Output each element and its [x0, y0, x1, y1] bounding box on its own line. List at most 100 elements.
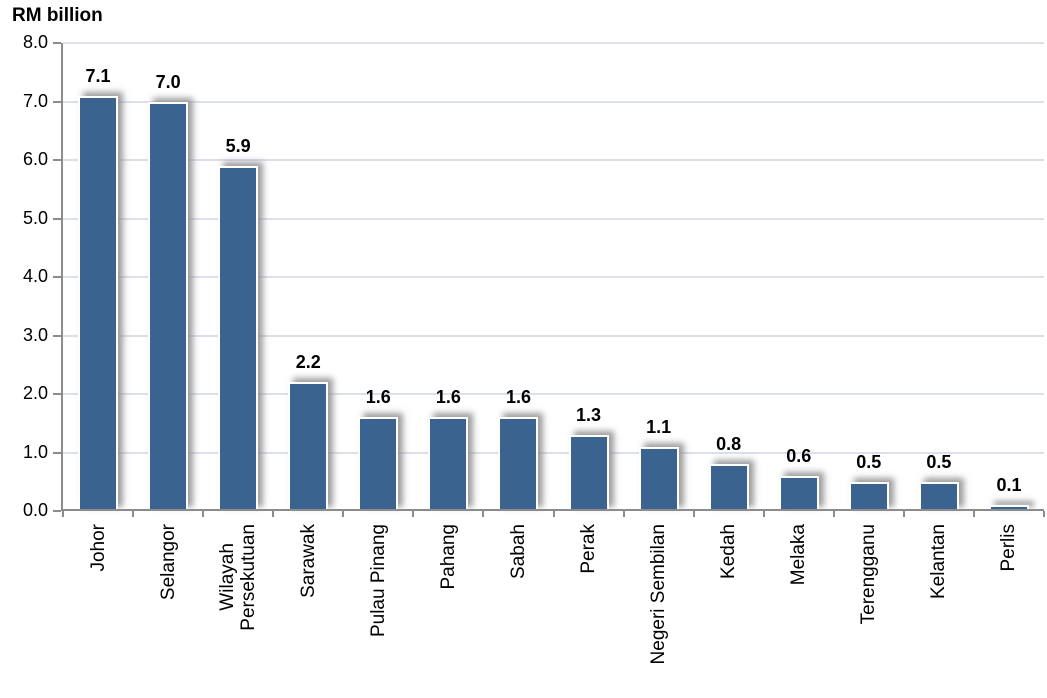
category-label-slot: Negeri Sembilan: [624, 524, 694, 664]
bar-value-label: 1.6: [365, 387, 391, 408]
gridline: [63, 217, 1044, 220]
category-label: Sabah: [507, 524, 529, 579]
bar: [778, 475, 819, 511]
bar: [78, 95, 119, 511]
category-label: Kelantan: [928, 524, 950, 600]
category-label: Wilayah Persekutuan: [217, 524, 260, 631]
gridline: [63, 276, 1044, 278]
category-label: Perlis: [998, 524, 1020, 572]
category-label-slot: Sabah: [483, 524, 553, 579]
x-axis-tick: [342, 511, 345, 517]
x-axis-tick: [902, 511, 905, 517]
category-label-slot: Kelantan: [904, 524, 974, 599]
x-axis-tick: [202, 511, 205, 517]
category-label: Sarawak: [297, 524, 319, 598]
bar-value-label: 7.1: [85, 65, 111, 86]
y-axis-tick: [53, 451, 61, 454]
y-axis-tick: [53, 510, 61, 512]
chart-title: RM billion: [12, 5, 103, 26]
category-label-slot: Wilayah Persekutuan: [203, 524, 273, 631]
y-tick-label: 0.0: [22, 500, 48, 520]
y-tick-label: 3.0: [22, 324, 48, 345]
category-label: Pahang: [437, 524, 459, 590]
bar-value-label: 1.6: [505, 387, 531, 408]
y-tick-label: 8.0: [22, 32, 48, 52]
y-axis-line: [61, 43, 63, 511]
y-axis-tick: [53, 100, 61, 103]
bar-value-label: 0.1: [996, 475, 1022, 496]
bar: [568, 434, 609, 511]
bar-value-label: 0.5: [856, 451, 882, 472]
y-axis-tick: [53, 217, 61, 220]
x-axis-tick: [622, 511, 625, 517]
y-tick-label: 5.0: [22, 207, 48, 228]
category-label-slot: Perlis: [974, 524, 1044, 572]
bar: [848, 481, 889, 511]
bar-value-label: 2.2: [295, 352, 321, 373]
gridline: [63, 334, 1044, 337]
y-tick-label: 7.0: [22, 90, 48, 111]
category-label: Negeri Sembilan: [648, 524, 670, 665]
category-label-slot: Johor: [63, 524, 133, 572]
category-label-slot: Perak: [554, 524, 624, 574]
bar-value-label: 1.6: [435, 387, 461, 408]
y-tick-label: 2.0: [22, 383, 48, 403]
x-axis-tick: [552, 511, 555, 517]
bar-value-label: 1.1: [646, 416, 672, 437]
bar: [428, 417, 469, 511]
plot-area: 7.1 7.0 5.9 2.2 1.6 1.6 1.6 1.3 1.1 0.8 0.6 0.5 0.5 0…: [63, 42, 1044, 511]
bar-value-label: 5.9: [225, 135, 251, 156]
x-axis-tick: [132, 511, 135, 517]
x-axis-tick: [272, 511, 275, 517]
y-axis-tick: [53, 159, 61, 161]
bar: [218, 165, 259, 511]
category-label: Pulau Pinang: [367, 524, 389, 638]
y-axis-tick: [53, 42, 61, 44]
bar: [638, 446, 679, 511]
bar-value-label: 0.8: [716, 434, 742, 455]
x-axis-line: [61, 509, 1044, 511]
y-tick-label: 6.0: [22, 149, 48, 169]
category-label: Terengganu: [858, 524, 880, 625]
category-label: Kedah: [718, 524, 740, 579]
y-axis-tick: [53, 393, 61, 395]
bar: [918, 481, 959, 511]
bar: [988, 505, 1029, 511]
bar: [148, 101, 189, 511]
bar-value-label: 0.6: [786, 445, 812, 466]
x-axis-tick: [1043, 511, 1045, 517]
x-axis-tick: [762, 511, 765, 517]
category-label: Perak: [578, 524, 600, 574]
gridline: [63, 393, 1044, 395]
y-axis-tick: [53, 334, 61, 337]
y-tick-label: 1.0: [22, 441, 48, 462]
category-label-slot: Pulau Pinang: [343, 524, 413, 637]
category-label-slot: Kedah: [694, 524, 764, 579]
bar: [708, 464, 749, 511]
gridline: [63, 42, 1044, 44]
category-label-slot: Selangor: [133, 524, 203, 600]
bar: [498, 417, 539, 511]
category-label: Johor: [87, 524, 109, 572]
category-label-slot: Pahang: [413, 524, 483, 590]
x-axis-tick: [832, 511, 835, 517]
gridline: [63, 451, 1044, 454]
bar-value-label: 7.0: [155, 71, 181, 92]
bar: [358, 417, 399, 511]
x-axis-tick: [482, 511, 485, 517]
bar-value-label: 0.5: [926, 451, 952, 472]
x-axis-tick: [62, 511, 64, 517]
gridline: [63, 159, 1044, 161]
category-label-slot: Melaka: [764, 524, 834, 585]
bar-value-label: 1.3: [576, 404, 602, 425]
x-axis-tick: [972, 511, 975, 517]
category-label: Selangor: [157, 524, 179, 601]
y-tick-label: 4.0: [22, 266, 48, 286]
category-label-slot: Terengganu: [834, 524, 904, 624]
category-label: Melaka: [788, 524, 810, 586]
category-label-slot: Sarawak: [273, 524, 343, 598]
x-axis-tick: [692, 511, 695, 517]
x-axis-tick: [412, 511, 415, 517]
bar: [288, 382, 329, 511]
